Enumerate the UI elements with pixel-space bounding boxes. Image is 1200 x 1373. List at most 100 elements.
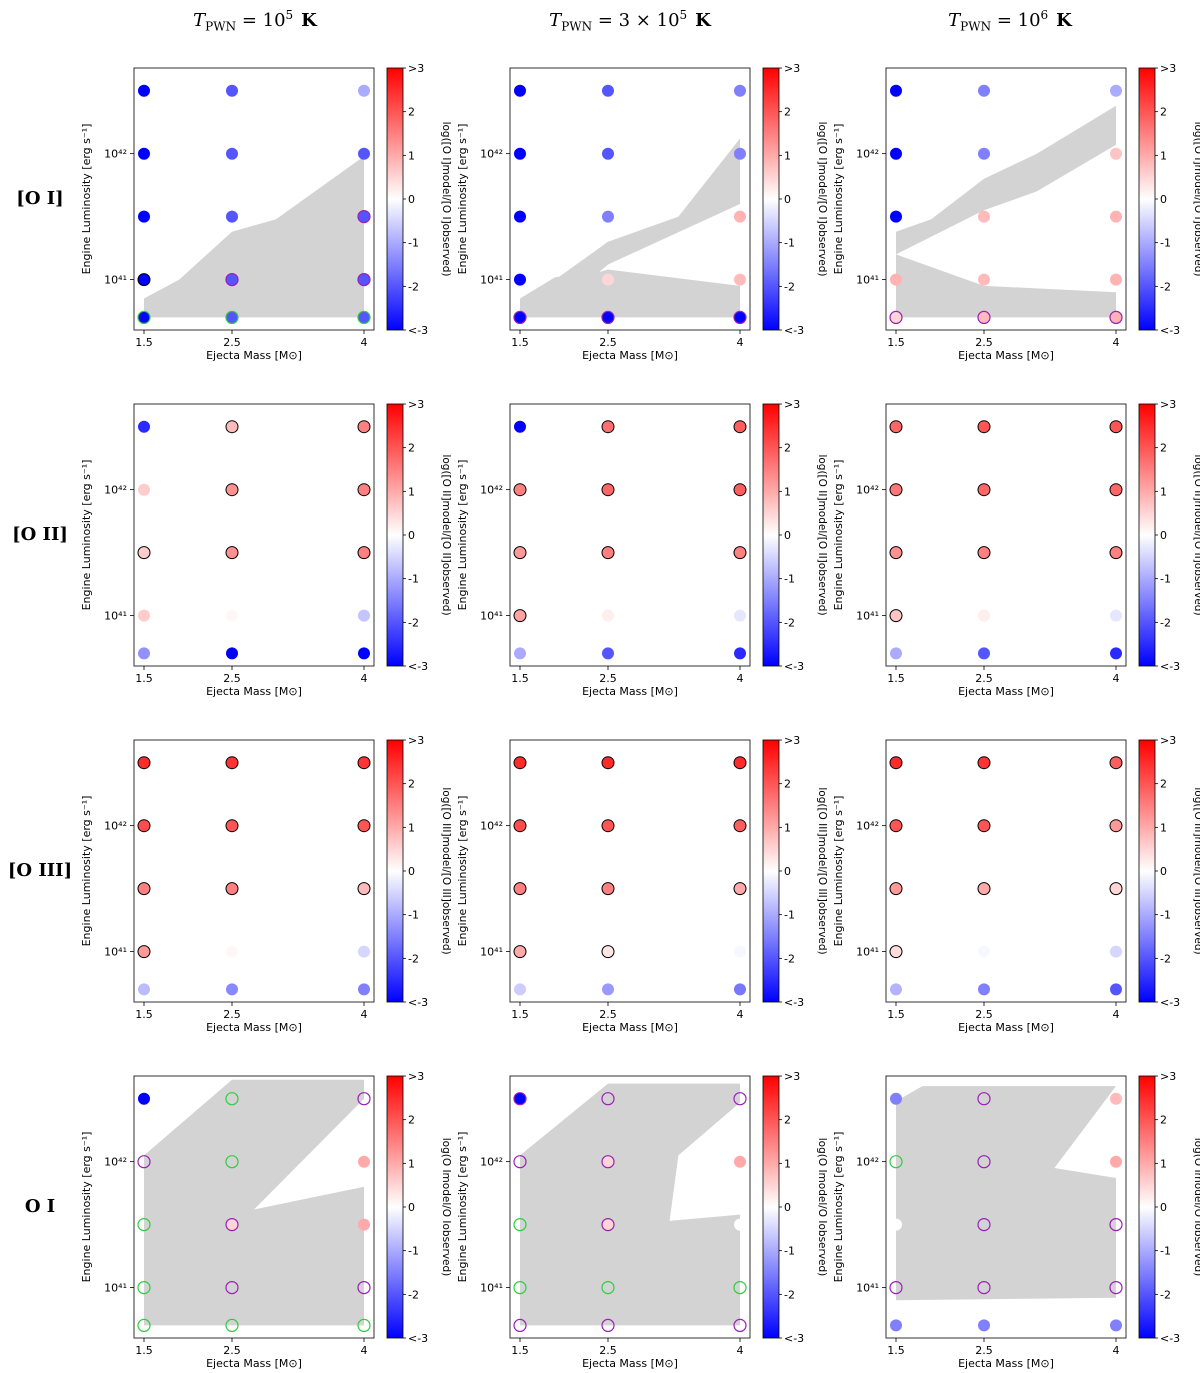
- data-point: [889, 1281, 903, 1295]
- data-point: [733, 546, 747, 560]
- data-point: [734, 273, 746, 286]
- colorbar-tick-label: >3: [1160, 62, 1176, 75]
- colorbar-tick-label: >3: [784, 398, 800, 411]
- data-point: [513, 945, 527, 959]
- data-point: [890, 210, 902, 223]
- x-tick-label: 2.5: [223, 672, 241, 685]
- data-point: [1109, 310, 1123, 324]
- colorbar-tick-label: 1: [1160, 485, 1167, 498]
- x-tick-label: 2.5: [599, 1344, 617, 1357]
- data-point: [358, 147, 370, 160]
- colorbar-tick-label: 1: [784, 149, 791, 162]
- plot-area: [134, 404, 374, 666]
- data-point: [513, 1218, 527, 1232]
- data-point: [137, 945, 151, 959]
- colorbar-tick-label: 0: [784, 1201, 791, 1214]
- colorbar-label: log([O I]model/[O I]observed): [1192, 122, 1200, 277]
- data-point: [225, 1218, 239, 1232]
- data-point: [978, 273, 990, 286]
- data-point: [357, 1281, 371, 1295]
- colorbar-tick-label: -2: [408, 1288, 419, 1301]
- plot-frame: [885, 1075, 1127, 1339]
- colorbar-tick-label: 0: [1160, 529, 1167, 542]
- plot-frame: [509, 739, 751, 1003]
- data-point: [357, 1092, 371, 1106]
- data-point: [358, 1218, 370, 1231]
- colorbar-tick-label: <-3: [408, 660, 428, 673]
- colorbar-tick-label: -2: [408, 280, 419, 293]
- data-point: [357, 546, 371, 560]
- y-tick-label: 10⁴²: [856, 820, 879, 833]
- y-axis-label: Engine Luminosity [erg s⁻¹]: [80, 460, 93, 611]
- x-axis-label: Ejecta Mass [M⊙]: [958, 685, 1054, 698]
- data-point: [138, 983, 150, 996]
- colorbar-label: log([O III]model/[O III]observed): [1192, 787, 1200, 954]
- x-tick-label: 4: [737, 1008, 744, 1021]
- colorbar-tick-label: 1: [1160, 149, 1167, 162]
- data-point: [977, 756, 991, 770]
- colorbar-tick-label: <-3: [784, 660, 804, 673]
- colorbar-tick-label: 1: [408, 821, 415, 834]
- data-point: [733, 1092, 747, 1106]
- y-tick-label: 10⁴¹: [856, 274, 879, 287]
- colorbar-tick-label: -1: [408, 909, 419, 922]
- data-point: [514, 147, 526, 160]
- y-tick-label: 10⁴²: [480, 148, 503, 161]
- colorbar-tick-label: -2: [1160, 952, 1171, 965]
- row-label-oiii-forbidden: [O III]: [7, 860, 73, 881]
- plot-frame: [885, 403, 1127, 667]
- data-point: [977, 310, 991, 324]
- colorbar-tick-label: 2: [784, 106, 791, 119]
- data-point: [734, 983, 746, 996]
- colorbar-label: log([O I]model/[O I]observed): [816, 122, 828, 277]
- data-point: [890, 1092, 902, 1105]
- data-point: [137, 1281, 151, 1295]
- data-point: [977, 546, 991, 560]
- y-tick-label: 10⁴²: [104, 484, 127, 497]
- data-point: [138, 483, 150, 496]
- x-tick-label: 1.5: [887, 1008, 905, 1021]
- colorbar-tick-label: <-3: [408, 1332, 428, 1345]
- y-axis-label: Engine Luminosity [erg s⁻¹]: [832, 460, 845, 611]
- data-point: [889, 310, 903, 324]
- colorbar-tick-label: -1: [408, 573, 419, 586]
- y-tick-label: 10⁴²: [856, 484, 879, 497]
- data-point: [514, 420, 526, 433]
- data-point: [602, 273, 614, 286]
- data-point: [137, 1218, 151, 1232]
- colorbar: [386, 1075, 404, 1339]
- data-point: [514, 210, 526, 223]
- data-point: [733, 310, 747, 324]
- x-tick-label: 2.5: [599, 1008, 617, 1021]
- data-point: [1109, 420, 1123, 434]
- plot-frame: [509, 67, 751, 331]
- colorbar-tick-label: -1: [408, 1245, 419, 1258]
- shaded-region: [896, 254, 1116, 318]
- data-point: [137, 819, 151, 833]
- x-tick-label: 2.5: [975, 336, 993, 349]
- data-point: [357, 1318, 371, 1332]
- data-point: [1110, 273, 1122, 286]
- colorbar-tick-label: 2: [408, 778, 415, 791]
- data-point: [977, 1092, 991, 1106]
- colorbar: [386, 67, 404, 331]
- colorbar-tick-label: >3: [408, 398, 424, 411]
- colorbar-label: log([O III]model/[O III]observed): [816, 787, 828, 954]
- colorbar: [386, 739, 404, 1003]
- colorbar-tick-label: 1: [408, 485, 415, 498]
- y-axis-label: Engine Luminosity [erg s⁻¹]: [80, 1132, 93, 1283]
- colorbar-tick-label: -1: [784, 573, 795, 586]
- data-point: [138, 609, 150, 622]
- x-tick-label: 2.5: [975, 1008, 993, 1021]
- x-tick-label: 2.5: [223, 1008, 241, 1021]
- panel-r0-c1: 1.5 2.5 4 Ejecta Mass [M⊙] 10⁴¹ 10⁴² Engine Lu…: [456, 62, 828, 362]
- data-point: [1110, 84, 1122, 97]
- colorbar-tick-label: >3: [1160, 1070, 1176, 1083]
- y-tick-label: 10⁴¹: [856, 946, 879, 959]
- colorbar: [1138, 1075, 1156, 1339]
- x-axis-label: Ejecta Mass [M⊙]: [958, 349, 1054, 362]
- x-axis-label: Ejecta Mass [M⊙]: [582, 685, 678, 698]
- colorbar-tick-label: -2: [1160, 616, 1171, 629]
- colorbar-tick-label: >3: [784, 734, 800, 747]
- y-tick-label: 10⁴¹: [104, 274, 127, 287]
